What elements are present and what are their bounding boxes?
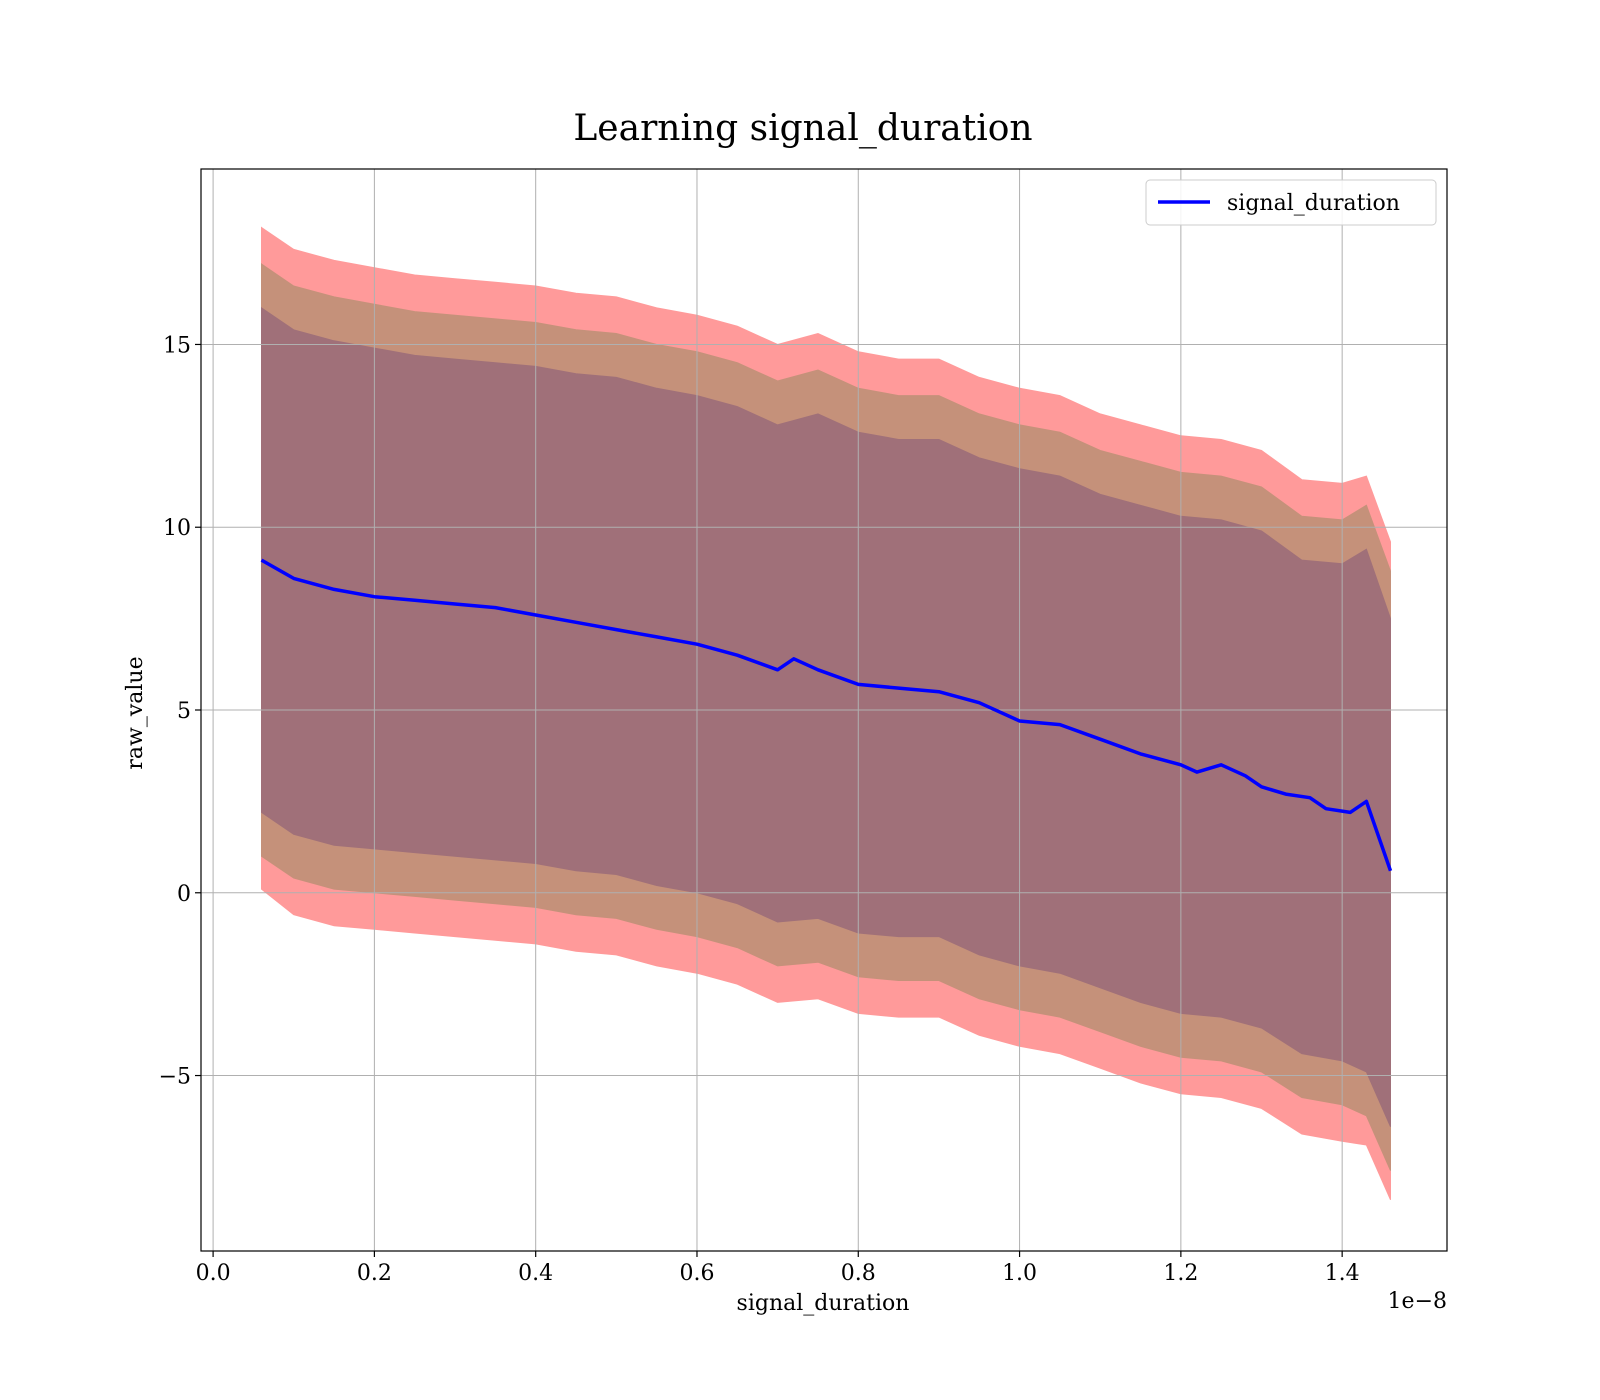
- y-tick-label: 0: [177, 882, 191, 907]
- x-axis-label: signal_duration: [737, 1291, 910, 1316]
- y-tick-label: −5: [159, 1065, 191, 1090]
- chart-title: Learning signal_duration: [573, 108, 1032, 149]
- x-tick-label: 0.8: [841, 1261, 876, 1286]
- legend-box: [1145, 179, 1437, 226]
- series-lines: [260, 558, 1393, 872]
- band-inner: [261, 306, 1391, 1127]
- confidence-bands: [261, 226, 1391, 1201]
- x-tick-label: 0.6: [679, 1261, 714, 1286]
- x-tick-label: 0.4: [518, 1261, 553, 1286]
- x-tick-label: 0.0: [196, 1261, 231, 1286]
- y-axis-label: raw_value: [123, 656, 148, 769]
- y-tick-label: 5: [177, 699, 191, 724]
- legend-entry-label: signal_duration: [1227, 191, 1400, 216]
- y-tick-label: 10: [163, 516, 191, 541]
- x-axis-offset-text: 1e−8: [1388, 1289, 1447, 1314]
- x-tick-label: 1.0: [1002, 1261, 1037, 1286]
- y-axis-ticks: −5 0 5 10 15: [159, 333, 201, 1090]
- x-axis-ticks: 0.0 0.2 0.4 0.6 0.8 1.0 1.2 1.4: [196, 1251, 1360, 1286]
- x-tick-label: 1.4: [1325, 1261, 1360, 1286]
- y-tick-label: 15: [163, 333, 191, 358]
- legend: signal_duration: [1145, 179, 1437, 226]
- x-tick-label: 1.2: [1163, 1261, 1198, 1286]
- grid: [201, 169, 1447, 1251]
- x-tick-label: 0.2: [357, 1261, 392, 1286]
- series-line: [260, 558, 1393, 872]
